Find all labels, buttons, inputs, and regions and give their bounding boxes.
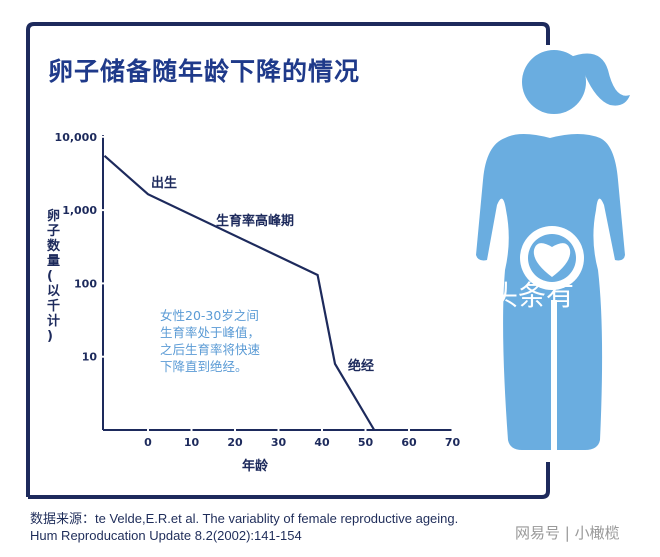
woman-figure-icon [476, 50, 630, 450]
y-axis-label: 卵子数量(以千计) [47, 208, 61, 344]
source-line: 数据来源：te Velde,E.R.et al. The variablity … [30, 511, 459, 526]
y-tick-label: 100 [74, 277, 97, 290]
annotation-note: 女性20-30岁之间 生育率处于峰值， 之后生育率将快速 下降直到绝经。 [160, 308, 261, 374]
heart-icon [533, 243, 571, 277]
source-line: Hum Reproducation Update 8.2(2002):141-1… [30, 528, 302, 543]
series-line [103, 154, 376, 431]
annotation-menopause: 绝经 [348, 358, 374, 374]
y-label-char: 千 [47, 298, 60, 314]
x-tick-label: 10 [184, 436, 200, 449]
watermark: 网易号 | 小橄榄 [515, 524, 620, 542]
y-label-char: 卵 [47, 208, 60, 224]
y-label-char: 子 [47, 224, 60, 239]
note-line: 之后生育率将快速 [160, 342, 261, 357]
y-tick-label: 1,000 [62, 204, 97, 217]
frame-border-bottom [28, 462, 550, 499]
chart: 0 10 20 30 40 50 60 70 10,000 1,000 100 10 年龄 卵子数量… [47, 131, 460, 474]
x-tick-label: 70 [445, 436, 461, 449]
note-line: 下降直到绝经。 [160, 359, 248, 374]
note-line: 女性20-30岁之间 [160, 308, 259, 323]
x-axis-label: 年龄 [242, 458, 269, 474]
note-line: 生育率处于峰值， [160, 325, 260, 340]
y-tick-label: 10,000 [55, 131, 98, 144]
x-tick-label: 60 [401, 436, 417, 449]
y-label-char: 计 [47, 313, 60, 329]
page-title: 卵子储备随年龄下降的情况 [48, 57, 361, 86]
x-tick-label: 0 [144, 436, 152, 449]
y-label-char: 量 [47, 254, 60, 269]
x-tick-label: 20 [227, 436, 243, 449]
annotation-peak: 生育率高峰期 [216, 213, 294, 229]
y-label-char: 以 [47, 284, 60, 299]
frame-border-top [26, 22, 550, 497]
y-tick-label: 10 [82, 351, 98, 364]
data-source: 数据来源：te Velde,E.R.et al. The variablity … [30, 510, 458, 544]
y-label-char: ( [47, 269, 53, 284]
overlay-watermark: 头条有 [490, 279, 574, 312]
y-label-char: 数 [47, 238, 61, 254]
x-tick-label: 40 [314, 436, 330, 449]
y-label-char: ) [47, 329, 53, 344]
annotation-birth: 出生 [151, 175, 177, 191]
x-tick-label: 30 [271, 436, 287, 449]
x-tick-label: 50 [358, 436, 374, 449]
